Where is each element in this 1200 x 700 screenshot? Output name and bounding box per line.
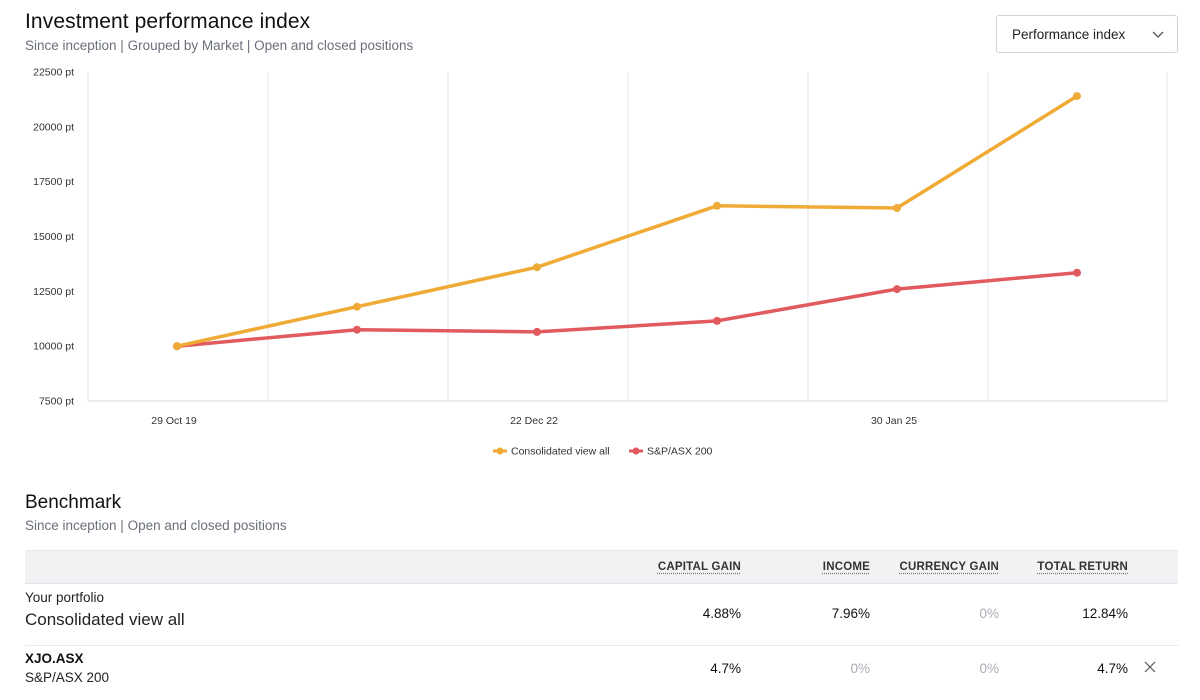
cell-capital-gain: 4.7%	[710, 661, 741, 676]
data-point[interactable]	[893, 204, 901, 212]
legend-label: Consolidated view all	[511, 446, 610, 458]
column-header-total-return[interactable]: TOTAL RETURN	[1037, 561, 1128, 573]
data-point[interactable]	[173, 342, 181, 351]
select-value: Performance index	[1012, 26, 1126, 42]
series-line	[175, 270, 1079, 348]
x-tick-label: 22 Dec 22	[510, 415, 558, 427]
legend-swatch-dot	[632, 447, 640, 455]
chart-legend[interactable]: Consolidated view all S&P/ASX 200	[493, 446, 713, 458]
benchmark-subtitle: Since inception | Open and closed positi…	[25, 518, 287, 533]
benchmark-title: Benchmark	[25, 492, 122, 513]
cell-income: 7.96%	[831, 606, 870, 621]
table-row: XJO.ASX S&P/ASX 200 4.7% 0% 0% 4.7%	[25, 646, 1178, 700]
column-header-capital-gain[interactable]: CAPITAL GAIN	[657, 561, 741, 573]
legend-swatch-dot	[496, 447, 504, 455]
data-point[interactable]	[533, 263, 541, 272]
table-header: CAPITAL GAIN INCOME CURRENCY GAIN TOTAL …	[25, 550, 1178, 584]
legend-item[interactable]: S&P/ASX 200	[629, 446, 713, 458]
chevron-down-icon	[1152, 31, 1164, 38]
data-point[interactable]	[713, 316, 721, 325]
y-tick-label: 22500 pt	[33, 67, 74, 79]
data-point[interactable]	[1073, 268, 1081, 277]
y-tick-label: 17500 pt	[33, 176, 74, 188]
column-header-income[interactable]: INCOME	[822, 561, 870, 573]
table-row: Your portfolio Consolidated view all 4.8…	[25, 584, 1178, 646]
data-point[interactable]	[533, 327, 541, 336]
x-tick-label: 29 Oct 19	[151, 415, 197, 427]
y-tick-label: 15000 pt	[33, 231, 74, 243]
cell-total-return: 4.7%	[1097, 661, 1128, 676]
cell-currency-gain: 0%	[979, 661, 999, 676]
legend-item[interactable]: Consolidated view all	[493, 446, 610, 458]
x-tick-label: 30 Jan 25	[871, 415, 917, 427]
cell-income: 0%	[850, 661, 870, 676]
cell-currency-gain: 0%	[979, 606, 999, 621]
performance-title: Investment performance index	[25, 10, 311, 33]
performance-index-select[interactable]: Performance index	[996, 15, 1178, 53]
y-tick-label: 12500 pt	[33, 286, 74, 298]
performance-chart: 7500 pt 10000 pt 12500 pt 15000 pt 17500 pt 2…	[33, 67, 1168, 458]
row-name: S&P/ASX 200	[25, 670, 110, 685]
row-label: Your portfolio	[25, 590, 105, 605]
close-icon[interactable]	[1143, 660, 1157, 674]
y-tick-label: 20000 pt	[33, 121, 74, 133]
chart-grid	[87, 72, 1168, 401]
data-point[interactable]	[353, 302, 361, 311]
performance-subtitle: Since inception | Grouped by Market | Op…	[25, 38, 414, 53]
series-line	[175, 94, 1079, 348]
cell-total-return: 12.84%	[1082, 606, 1128, 621]
row-name: Consolidated view all	[25, 610, 185, 629]
benchmark-table: CAPITAL GAIN INCOME CURRENCY GAIN TOTAL …	[25, 550, 1178, 700]
data-point[interactable]	[713, 201, 721, 210]
data-point[interactable]	[1073, 92, 1081, 101]
data-point[interactable]	[353, 325, 361, 334]
y-tick-label: 7500 pt	[39, 396, 74, 408]
chart-axes: 7500 pt 10000 pt 12500 pt 15000 pt 17500 pt 2…	[33, 67, 1167, 427]
legend-label: S&P/ASX 200	[647, 446, 713, 458]
data-point[interactable]	[893, 285, 901, 294]
cell-capital-gain: 4.88%	[702, 606, 741, 621]
row-label: XJO.ASX	[25, 651, 84, 666]
column-header-currency-gain[interactable]: CURRENCY GAIN	[899, 561, 999, 573]
y-tick-label: 10000 pt	[33, 341, 74, 353]
chart-series	[173, 92, 1081, 351]
